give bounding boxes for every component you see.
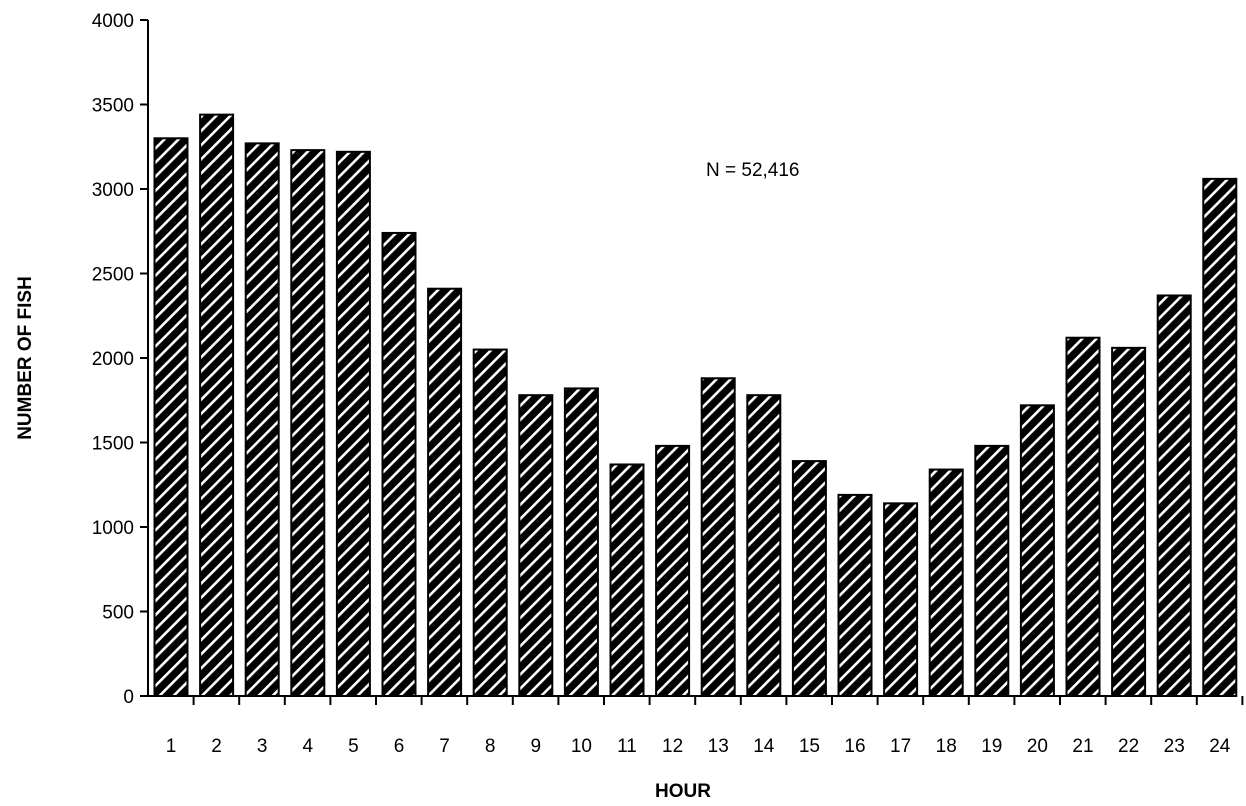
x-tick-label: 24 bbox=[1209, 736, 1231, 757]
bar-hour-23 bbox=[1156, 294, 1192, 697]
y-tick-label: 500 bbox=[102, 603, 134, 624]
x-tick-label: 19 bbox=[981, 736, 1002, 757]
bar-hour-14 bbox=[746, 394, 782, 697]
x-tick-label: 1 bbox=[166, 736, 177, 757]
bar-hour-22 bbox=[1111, 346, 1147, 697]
x-tick-label: 9 bbox=[531, 736, 542, 757]
x-tick-label: 10 bbox=[571, 736, 592, 757]
bars-group bbox=[153, 113, 1238, 698]
y-tick-label: 2500 bbox=[92, 265, 134, 286]
x-axis-ticks: 1 2 3 4 5 6 7 8 9 10 11 12 13 14 15 16 17 18 19 20 21 22 23 24 bbox=[166, 696, 1244, 757]
bar-hour-6 bbox=[381, 231, 417, 697]
y-axis-ticks: 0 500 1000 1500 2000 2500 3000 3500 4000 bbox=[92, 11, 148, 708]
x-tick-label: 15 bbox=[799, 736, 820, 757]
x-tick-label: 2 bbox=[211, 736, 222, 757]
bar-hour-19 bbox=[974, 444, 1010, 697]
bar-hour-8 bbox=[472, 348, 508, 697]
x-tick-label: 21 bbox=[1072, 736, 1093, 757]
bar-hour-12 bbox=[655, 444, 691, 697]
bar-hour-24 bbox=[1202, 177, 1238, 698]
bar-hour-15 bbox=[791, 460, 827, 697]
bar-hour-18 bbox=[928, 468, 964, 698]
sample-size-annotation: N = 52,416 bbox=[706, 160, 800, 181]
x-tick-label: 13 bbox=[708, 736, 729, 757]
bar-hour-9 bbox=[518, 394, 554, 697]
x-tick-label: 8 bbox=[485, 736, 496, 757]
x-tick-label: 14 bbox=[753, 736, 775, 757]
bar-hour-20 bbox=[1019, 404, 1055, 697]
bar-hour-5 bbox=[335, 150, 371, 697]
x-tick-label: 16 bbox=[844, 736, 865, 757]
x-tick-label: 4 bbox=[303, 736, 314, 757]
bar-hour-21 bbox=[1065, 336, 1101, 697]
x-tick-label: 6 bbox=[394, 736, 405, 757]
x-tick-label: 5 bbox=[348, 736, 359, 757]
y-tick-label: 3500 bbox=[92, 96, 134, 117]
y-axis-title: NUMBER OF FISH bbox=[15, 276, 36, 440]
y-tick-label: 3000 bbox=[92, 180, 134, 201]
bar-hour-1 bbox=[153, 137, 189, 698]
x-tick-label: 7 bbox=[439, 736, 450, 757]
x-tick-label: 22 bbox=[1118, 736, 1139, 757]
x-tick-label: 11 bbox=[617, 736, 637, 757]
bar-hour-13 bbox=[700, 377, 736, 697]
y-tick-label: 1000 bbox=[92, 518, 134, 539]
bar-hour-3 bbox=[244, 142, 280, 697]
x-tick-label: 3 bbox=[257, 736, 268, 757]
bar-hour-16 bbox=[837, 493, 873, 698]
y-tick-label: 1500 bbox=[92, 434, 134, 455]
bar-hour-2 bbox=[199, 113, 235, 697]
x-tick-label: 23 bbox=[1164, 736, 1185, 757]
bar-hour-10 bbox=[563, 387, 599, 697]
x-tick-label: 17 bbox=[890, 736, 911, 757]
bar-hour-17 bbox=[883, 502, 919, 697]
x-tick-label: 18 bbox=[936, 736, 957, 757]
bar-hour-7 bbox=[427, 287, 463, 697]
x-tick-label: 12 bbox=[662, 736, 683, 757]
bar-hour-11 bbox=[609, 463, 645, 697]
y-tick-label: 2000 bbox=[92, 349, 134, 370]
y-tick-label: 0 bbox=[123, 687, 134, 708]
x-tick-label: 20 bbox=[1027, 736, 1048, 757]
x-axis-title: HOUR bbox=[655, 781, 711, 802]
bar-hour-4 bbox=[290, 149, 326, 697]
y-tick-label: 4000 bbox=[92, 11, 134, 32]
